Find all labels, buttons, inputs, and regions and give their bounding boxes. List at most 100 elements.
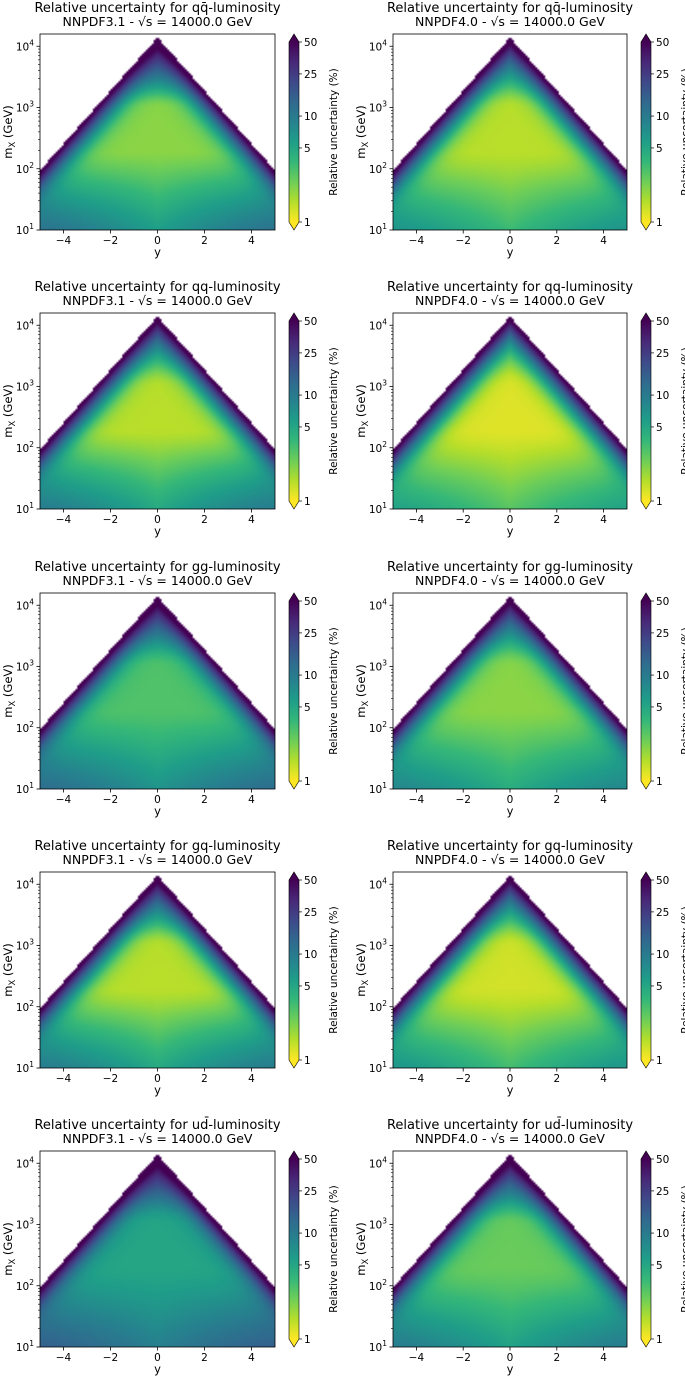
y-tick-base: 10 [16,1220,29,1232]
y-tick-base: 10 [16,320,29,332]
y-tick-base: 10 [16,164,29,176]
x-tick-label: −2 [103,514,118,526]
x-tick-label: 2 [201,514,208,526]
colorbar [289,601,299,781]
sqrt-s-symbol: √s [490,852,504,867]
x-tick-label: 0 [154,794,161,806]
y-label-sub: X [8,701,18,707]
pdf-set-label: NNPDF4.0 - [415,1131,490,1146]
colorbar-tick-label: 10 [304,949,317,961]
y-tick-label: 103 [16,659,34,674]
panel-subtitle: NNPDF4.0 - √s = 14000.0 GeV [415,1131,605,1146]
y-tick-exponent: 4 [29,597,34,606]
panel-8: Relative uncertainty for gq-luminosityNN… [354,839,685,1097]
y-tick-label: 103 [16,1217,34,1232]
y-tick-label: 101 [369,1060,387,1075]
y-axis-label: mX (GeV) [1,105,18,159]
y-tick-exponent: 3 [29,1217,34,1226]
sqrt-s-symbol: √s [138,293,152,308]
y-tick-label: 101 [16,501,34,516]
y-axis-label: mX (GeV) [1,1222,18,1276]
y-axis-label: mX (GeV) [354,384,371,438]
y-tick-base: 10 [16,225,29,237]
y-tick-exponent: 4 [382,876,387,885]
colorbar-tick-label: 25 [304,1186,317,1198]
colorbar [289,321,299,501]
panel-2: Relative uncertainty for qq̄-luminosityN… [354,1,685,259]
y-axis-label: mX (GeV) [354,1222,371,1276]
colorbar-tick-label: 10 [656,111,669,123]
y-tick-exponent: 1 [29,1060,34,1069]
y-tick-label: 102 [16,161,34,176]
x-tick-label: 2 [553,1352,560,1364]
x-tick-label: −4 [56,514,72,526]
panel-subtitle: NNPDF4.0 - √s = 14000.0 GeV [415,293,605,308]
x-tick-label: 4 [600,794,607,806]
y-label-main: m [354,148,368,159]
x-tick-label: 0 [507,794,514,806]
y-tick-base: 10 [16,941,29,953]
panel-title: Relative uncertainty for qq̄-luminosity [34,1,280,16]
x-tick-label: 2 [553,235,560,247]
colorbar [641,42,651,222]
y-label-sub: X [361,142,371,148]
heatmap-image [40,34,275,230]
x-axis-label: y [154,804,161,818]
colorbar-extend-min [641,1339,651,1347]
colorbar-tick-label: 1 [304,1334,311,1346]
colorbar-extend-min [289,222,299,230]
colorbar-tick-label: 1 [304,217,311,229]
sqrt-s-symbol: √s [138,14,152,29]
y-tick-label: 101 [369,1339,387,1354]
y-tick-label: 104 [369,317,387,332]
y-tick-base: 10 [369,103,382,115]
y-tick-base: 10 [16,784,29,796]
y-tick-label: 104 [16,597,34,612]
sqrt-s-symbol: √s [490,14,504,29]
x-axis-label: y [154,524,161,538]
y-label-sub: X [361,1259,371,1265]
y-tick-exponent: 2 [29,720,34,729]
y-label-unit: (GeV) [1,384,15,420]
x-tick-label: −2 [103,794,118,806]
sqrt-s-symbol: √s [138,573,152,588]
colorbar [641,1159,651,1339]
x-axis-label: y [154,1083,161,1097]
colorbar-tick-label: 5 [304,981,311,993]
x-tick-label: 4 [600,1352,607,1364]
heatmap-image [393,34,627,230]
y-tick-base: 10 [369,320,382,332]
y-tick-label: 103 [369,100,387,115]
y-tick-base: 10 [369,1002,382,1014]
y-tick-exponent: 3 [29,100,34,109]
x-tick-label: 0 [507,514,514,526]
colorbar-extend-min [641,1060,651,1068]
colorbar-tick-label: 50 [656,316,669,328]
y-tick-label: 103 [16,100,34,115]
y-tick-exponent: 1 [29,1339,34,1348]
sqrt-s-symbol: √s [138,1131,152,1146]
y-label-unit: (GeV) [1,105,15,141]
x-tick-label: 4 [248,1352,255,1364]
pdf-set-label: NNPDF3.1 - [63,293,138,308]
y-tick-label: 101 [16,222,34,237]
y-tick-label: 102 [16,999,34,1014]
colorbar-label: Relative uncertainty (%) [680,68,685,196]
x-tick-label: 0 [507,1352,514,1364]
y-tick-label: 104 [16,317,34,332]
y-tick-base: 10 [16,41,29,53]
colorbar-tick-label: 10 [304,390,317,402]
y-tick-label: 104 [16,38,34,53]
y-tick-exponent: 1 [29,781,34,790]
y-axis-label: mX (GeV) [354,943,371,997]
y-label-unit: (GeV) [1,1222,15,1258]
y-tick-base: 10 [369,662,382,674]
colorbar-label: Relative uncertainty (%) [328,906,340,1034]
colorbar-tick-label: 25 [656,628,669,640]
y-tick-exponent: 2 [29,999,34,1008]
y-label-sub: X [8,142,18,148]
y-tick-exponent: 2 [382,999,387,1008]
x-tick-label: 2 [553,794,560,806]
y-tick-exponent: 3 [382,379,387,388]
y-tick-exponent: 4 [382,38,387,47]
